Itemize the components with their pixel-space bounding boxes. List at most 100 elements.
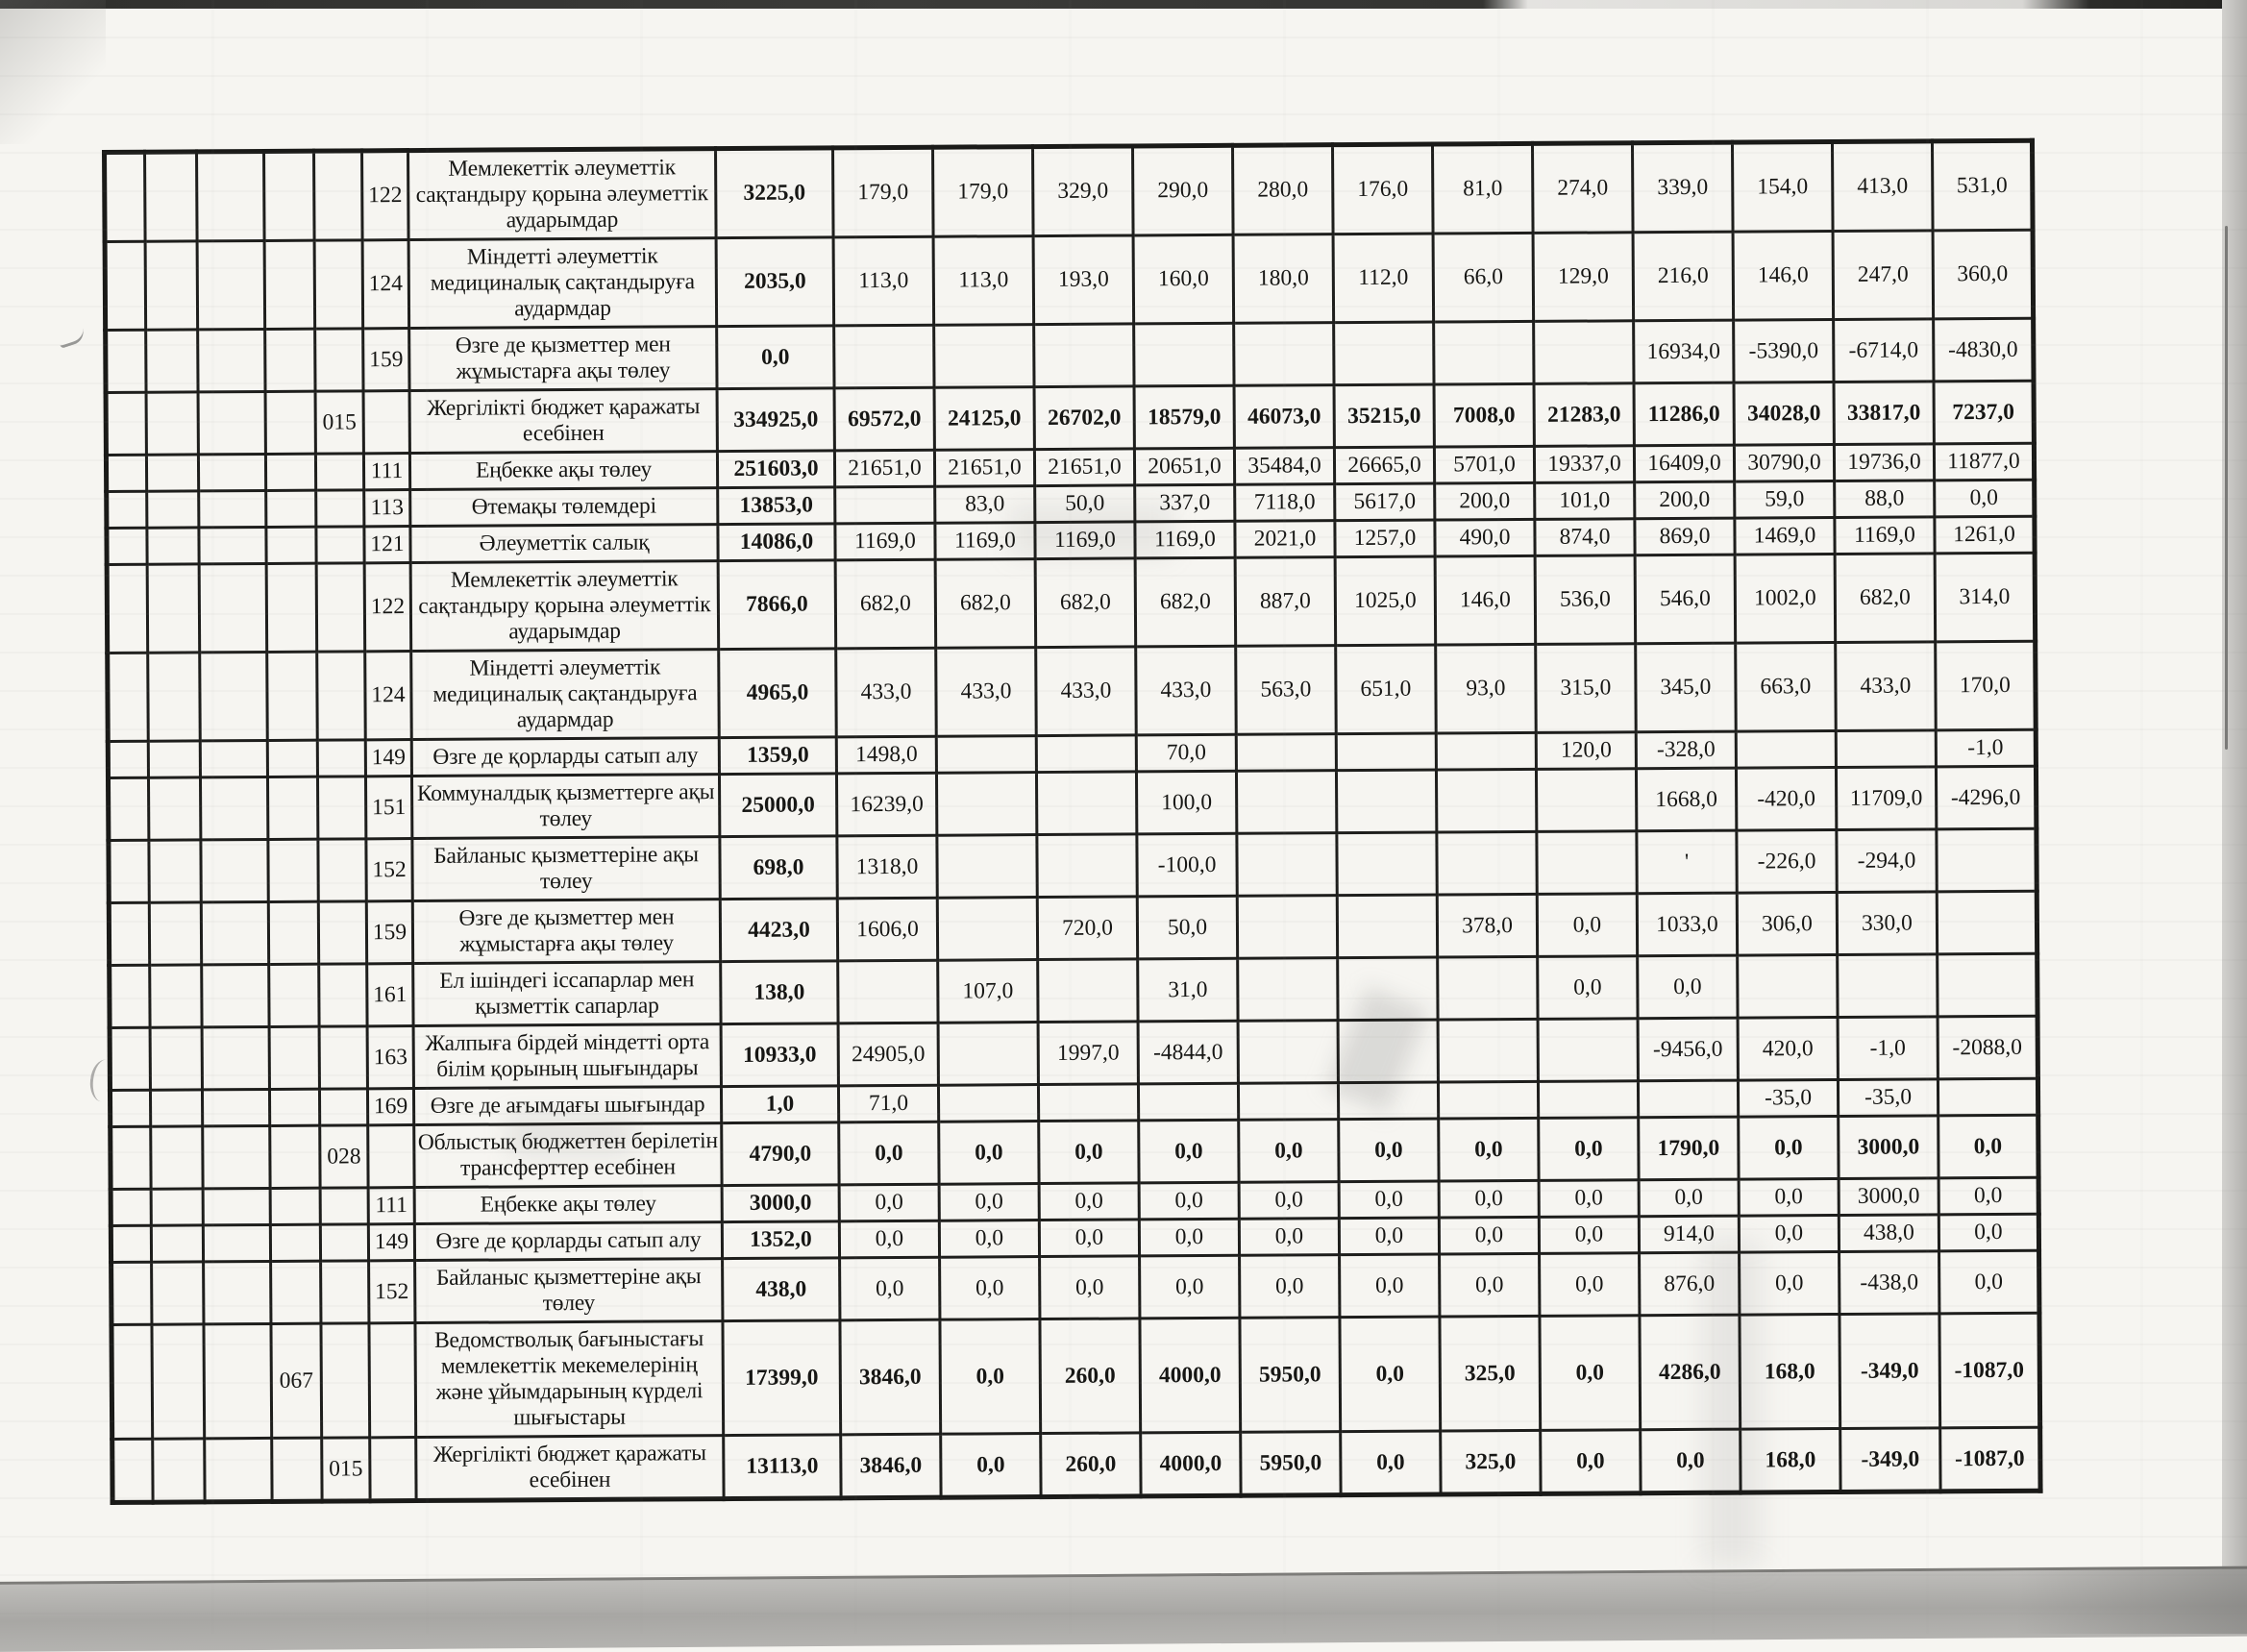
cell-year-total: 2035,0 [716,236,834,327]
cell-empty [147,563,200,653]
cell-month-value: 0,0 [1539,1315,1641,1431]
cell-month-value [1237,895,1338,959]
cell-month-value: 4000,0 [1140,1432,1242,1496]
cell-month-value: 88,0 [1834,480,1935,518]
table-row: 161 Ел ішіндегі іссапарлар мен қызметтік … [109,953,2038,1028]
cell-empty [151,1188,204,1226]
cell-program-code [268,901,319,965]
cell-month-value: -4296,0 [1936,766,2037,829]
cell-month-value: 168,0 [1739,1314,1840,1430]
cell-empty [109,965,151,1028]
cell-month-value: 337,0 [1134,484,1235,522]
cell-month-value [1338,1082,1439,1120]
cell-subprogram-code [314,328,364,392]
cell-month-value: 19736,0 [1834,443,1935,481]
cell-specific-code [363,390,410,454]
cell-month-value: 433,0 [835,648,937,737]
cell-subprogram-code [315,489,364,528]
cell-specific-code: 113 [363,489,410,527]
cell-empty [148,777,201,841]
cell-month-value: 274,0 [1532,142,1634,234]
cell-year-total: 17399,0 [722,1319,841,1436]
cell-empty [204,1438,273,1502]
cell-program-code [265,490,316,528]
cell-month-value [1536,768,1637,832]
cell-month-value: 0,0 [1239,1181,1340,1220]
cell-month-value [1438,1019,1539,1083]
cell-empty [105,241,146,331]
cell-month-value [1533,320,1635,384]
cell-description: Өзге де ағымдағы шығындар [413,1086,722,1125]
cell-month-value: -349,0 [1840,1427,1941,1492]
cell-month-value: 0,0 [1537,893,1638,957]
cell-specific-code: 111 [368,1187,415,1224]
cell-month-value [1033,323,1135,387]
cell-year-total: 251603,0 [717,450,835,488]
cell-empty [110,1090,151,1127]
scan-top-edge [0,0,2247,9]
cell-month-value: 59,0 [1734,481,1835,519]
cell-description: Мемлекеттік әлеуметтік сақтандыру қорына… [407,148,717,240]
cell-month-value: 3000,0 [1839,1177,1939,1216]
cell-month-value [936,834,1038,899]
cell-month-value: -328,0 [1636,731,1737,769]
cell-month-value: 0,0 [939,1220,1040,1258]
cell-subprogram-code [320,1187,369,1225]
table-row: 159 Өзге де қызметтер мен жұмыстарға ақы … [105,318,2035,393]
cell-year-total: 1,0 [721,1085,839,1123]
cell-month-value: 24125,0 [934,386,1035,451]
cell-month-value [1433,321,1535,385]
cell-month-value: 5701,0 [1434,446,1535,484]
cell-month-value: 536,0 [1535,555,1636,645]
cell-month-value: 682,0 [1035,557,1136,648]
cell-month-value: 0,0 [1338,1119,1440,1182]
cell-month-value: 1469,0 [1734,517,1836,555]
cell-empty [108,777,149,841]
table-row: 122 Мемлекеттік әлеуметтік сақтандыру қор… [104,140,2034,242]
cell-empty [199,652,268,741]
scan-topleft-shade [0,0,106,144]
cell-description: Өзге де қорларды сатып алу [414,1221,723,1261]
cell-month-value: -2088,0 [1938,1016,2038,1079]
cell-empty [148,839,202,903]
cell-program-code [267,740,318,777]
cell-year-total: 25000,0 [719,773,837,837]
cell-month-value: 0,0 [1239,1218,1340,1256]
cell-month-value: 7237,0 [1934,381,2035,444]
cell-empty [203,1224,271,1262]
cell-month-value [1336,770,1437,833]
cell-month-value [1038,1083,1139,1122]
cell-month-value [1638,1080,1739,1118]
cell-month-value: 66,0 [1433,233,1534,323]
cell-month-value: 1498,0 [836,736,937,774]
cell-month-value: 887,0 [1235,556,1336,647]
cell-month-value: 0,0 [1139,1182,1240,1220]
cell-description: Еңбекке ақы төлеу [409,451,718,490]
cell-program-code [270,1224,321,1262]
cell-empty [109,902,150,966]
cell-month-value: 180,0 [1233,234,1334,324]
cell-month-value: 200,0 [1634,481,1735,519]
cell-subprogram-code [319,1088,368,1126]
cell-empty [105,330,147,393]
cell-month-value [1436,831,1538,896]
cell-subprogram-code [316,562,365,653]
cell-empty [203,1323,272,1439]
cell-month-value: 0,0 [1639,1179,1740,1217]
cell-month-value: 0,0 [1439,1253,1540,1318]
cell-month-value [1236,733,1337,772]
cell-description: Коммуналдық қызметтерге ақы төлеу [411,774,720,839]
cell-month-value: 5617,0 [1334,483,1435,521]
cell-month-value: 26665,0 [1334,447,1435,484]
cell-month-value: 0,0 [1039,1219,1140,1257]
cell-empty [199,563,267,653]
cell-month-value: 0,0 [940,1433,1042,1498]
cell-empty [111,1262,152,1325]
cell-month-value: 0,0 [838,1122,940,1185]
cell-month-value: 4000,0 [1139,1318,1241,1433]
cell-month-value [1233,322,1335,386]
cell-year-total: 14086,0 [717,523,836,561]
cell-empty [146,527,200,565]
table-row: 124 Міндетті әлеуметтік медициналық сақта… [107,641,2037,742]
cell-month-value: 7118,0 [1234,483,1335,522]
